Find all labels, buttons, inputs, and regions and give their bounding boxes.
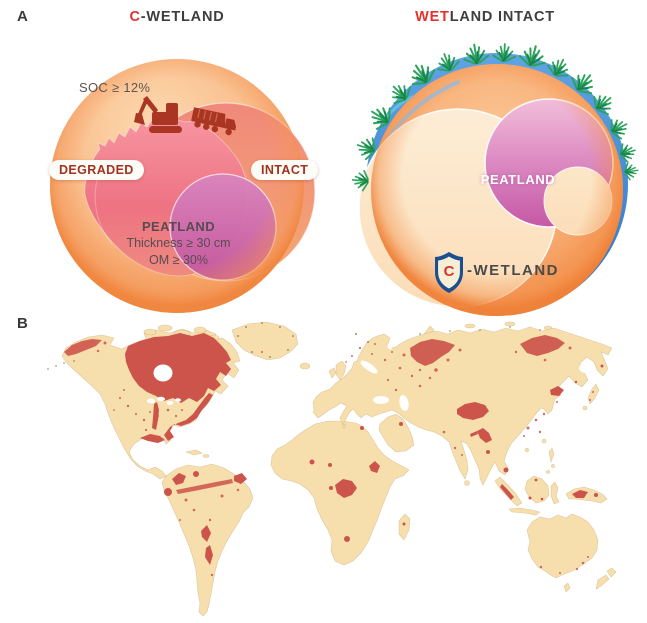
- dump-truck-icon: [191, 107, 236, 136]
- shield-icon: [435, 252, 463, 293]
- map-arabia: [378, 413, 415, 453]
- sphere-rim-shading-right: [371, 64, 623, 316]
- world-map: [47, 321, 617, 617]
- map-new-guinea: [565, 486, 608, 504]
- intact-label: INTACT: [251, 160, 319, 180]
- map-greenland: [231, 321, 299, 361]
- black-sea: [373, 396, 389, 404]
- wetland-amazon-nw: [172, 473, 186, 485]
- wetland-us-east-coast: [164, 393, 213, 441]
- wetland-alaska: [64, 339, 102, 356]
- peatland-om: OM ≥ 30%: [149, 252, 208, 267]
- shield-wetland-label: -WETLAND: [467, 262, 559, 279]
- map-coast-speckles: [47, 322, 541, 370]
- right-diagram-title: WETLAND INTACT: [345, 9, 625, 25]
- right-title-accent: WET: [415, 9, 450, 25]
- wetland-amazon-channel: [176, 479, 233, 494]
- wetland-pantanal: [201, 525, 211, 542]
- wetland-west-siberia: [410, 339, 455, 366]
- left-title-accent: C: [129, 9, 141, 25]
- c-wetland-diagram: [50, 59, 316, 313]
- degraded-label: DEGRADED: [49, 160, 144, 180]
- excavator-icon: [134, 96, 182, 133]
- map-australia: [526, 513, 599, 579]
- soc-threshold-label: SOC ≥ 12%: [79, 80, 151, 95]
- wetland-speckles: [96, 333, 594, 577]
- wetland-ne-siberia: [520, 335, 565, 356]
- right-title-rest: LAND INTACT: [449, 9, 555, 25]
- right-peatland-label: PEATLAND: [480, 172, 556, 187]
- wetland-congo: [335, 479, 357, 498]
- map-inland-seas: [147, 342, 593, 411]
- wetland-tibet: [457, 402, 489, 420]
- caspian-sea: [399, 395, 409, 411]
- peatland-title: PEATLAND: [141, 219, 215, 234]
- hudson-bay: [153, 364, 173, 382]
- sphere-rim-shading: [50, 59, 304, 313]
- shield-letter: C: [443, 263, 455, 280]
- peatland-definition: PEATLAND Thickness ≥ 30 cm OM ≥ 30%: [106, 218, 251, 268]
- wetland-intact-diagram: [351, 41, 640, 316]
- wetland-ganges: [477, 428, 492, 443]
- left-diagram-title: C-WETLAND: [37, 9, 317, 25]
- map-wetland-patches: [64, 333, 604, 577]
- baltic-sea: [360, 360, 378, 374]
- wetland-new-guinea: [572, 490, 588, 498]
- peatland-thickness: Thickness ≥ 30 cm: [126, 236, 231, 251]
- panel-b-label: B: [17, 315, 28, 332]
- left-title-rest: -WETLAND: [140, 9, 225, 25]
- map-madagascar: [398, 513, 411, 541]
- wetland-canada: [125, 333, 231, 403]
- okhotsk-sea: [579, 363, 593, 373]
- panel-a-label: A: [17, 8, 28, 25]
